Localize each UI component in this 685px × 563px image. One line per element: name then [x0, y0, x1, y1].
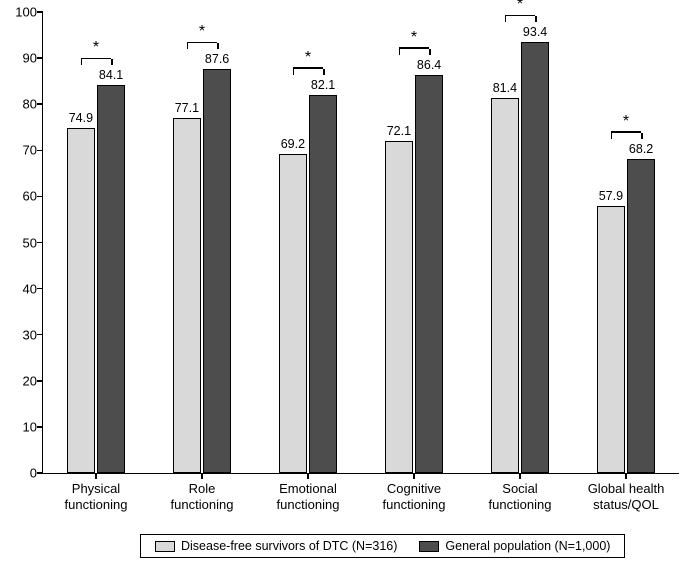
bar-value-label: 68.2: [629, 142, 653, 156]
bar-survivors: [597, 206, 625, 473]
bar-chart: 0 10 20 30 40 50 60 70 80 90 100 Physicalfunctionin…: [0, 0, 685, 563]
category-label: Socialfunctioning: [475, 473, 565, 512]
bar-survivors: [385, 141, 413, 473]
significance-bracket: [505, 15, 535, 17]
significance-bracket-tick: [187, 43, 189, 49]
category-label: Emotionalfunctioning: [263, 473, 353, 512]
bar-value-label: 81.4: [493, 81, 517, 95]
bar-survivors: [173, 118, 201, 473]
bar-value-label: 69.2: [281, 137, 305, 151]
significance-bracket: [399, 47, 429, 49]
significance-marker: *: [93, 39, 99, 57]
y-tick-label: 70: [23, 143, 43, 158]
y-tick-label: 0: [30, 466, 43, 481]
y-tick-label: 10: [23, 419, 43, 434]
bar-value-label: 87.6: [205, 52, 229, 66]
y-tick-label: 80: [23, 97, 43, 112]
category-label: Global healthstatus/QOL: [581, 473, 671, 512]
legend-swatch: [155, 541, 175, 552]
bar-value-label: 84.1: [99, 68, 123, 82]
y-tick-label: 60: [23, 189, 43, 204]
y-tick-label: 20: [23, 373, 43, 388]
significance-bracket-tick: [611, 133, 613, 139]
category-label: Cognitivefunctioning: [369, 473, 459, 512]
bar-general: [521, 42, 549, 473]
significance-bracket-tick: [429, 49, 431, 55]
significance-marker: *: [623, 113, 629, 131]
significance-marker: *: [199, 23, 205, 41]
bar-general: [97, 85, 125, 473]
significance-bracket: [81, 58, 111, 60]
significance-bracket: [611, 131, 641, 133]
bar-general: [415, 75, 443, 473]
significance-bracket-tick: [535, 16, 537, 22]
y-tick-label: 100: [15, 5, 43, 20]
bar-value-label: 74.9: [69, 111, 93, 125]
significance-bracket-tick: [399, 49, 401, 55]
legend: Disease-free survivors of DTC (N=316) Gen…: [140, 534, 625, 558]
bar-value-label: 93.4: [523, 25, 547, 39]
legend-item: General population (N=1,000): [419, 539, 610, 553]
bar-value-label: 82.1: [311, 78, 335, 92]
legend-label: Disease-free survivors of DTC (N=316): [181, 539, 397, 553]
bar-general: [627, 159, 655, 473]
category-label: Rolefunctioning: [157, 473, 247, 512]
bar-value-label: 86.4: [417, 58, 441, 72]
significance-marker: *: [305, 49, 311, 67]
bar-survivors: [491, 98, 519, 473]
bar-value-label: 72.1: [387, 124, 411, 138]
plot-area: 0102030405060708090100Physicalfunctionin…: [42, 12, 679, 474]
legend-label: General population (N=1,000): [445, 539, 610, 553]
y-tick-label: 40: [23, 281, 43, 296]
significance-bracket-tick: [81, 59, 83, 65]
significance-bracket-tick: [323, 69, 325, 75]
bar-survivors: [279, 154, 307, 473]
legend-swatch: [419, 541, 439, 552]
significance-bracket-tick: [111, 59, 113, 65]
significance-bracket: [293, 67, 323, 69]
significance-marker: *: [411, 29, 417, 47]
significance-bracket: [187, 42, 217, 44]
significance-bracket-tick: [293, 69, 295, 75]
significance-bracket-tick: [641, 133, 643, 139]
bar-value-label: 77.1: [175, 101, 199, 115]
significance-bracket-tick: [217, 43, 219, 49]
category-label: Physicalfunctioning: [51, 473, 141, 512]
bar-value-label: 57.9: [599, 189, 623, 203]
bar-general: [309, 95, 337, 473]
legend-item: Disease-free survivors of DTC (N=316): [155, 539, 397, 553]
y-tick-label: 50: [23, 235, 43, 250]
significance-marker: *: [517, 0, 523, 14]
y-tick-label: 30: [23, 327, 43, 342]
significance-bracket-tick: [505, 16, 507, 22]
bar-general: [203, 69, 231, 473]
y-tick-label: 90: [23, 51, 43, 66]
bar-survivors: [67, 128, 95, 473]
